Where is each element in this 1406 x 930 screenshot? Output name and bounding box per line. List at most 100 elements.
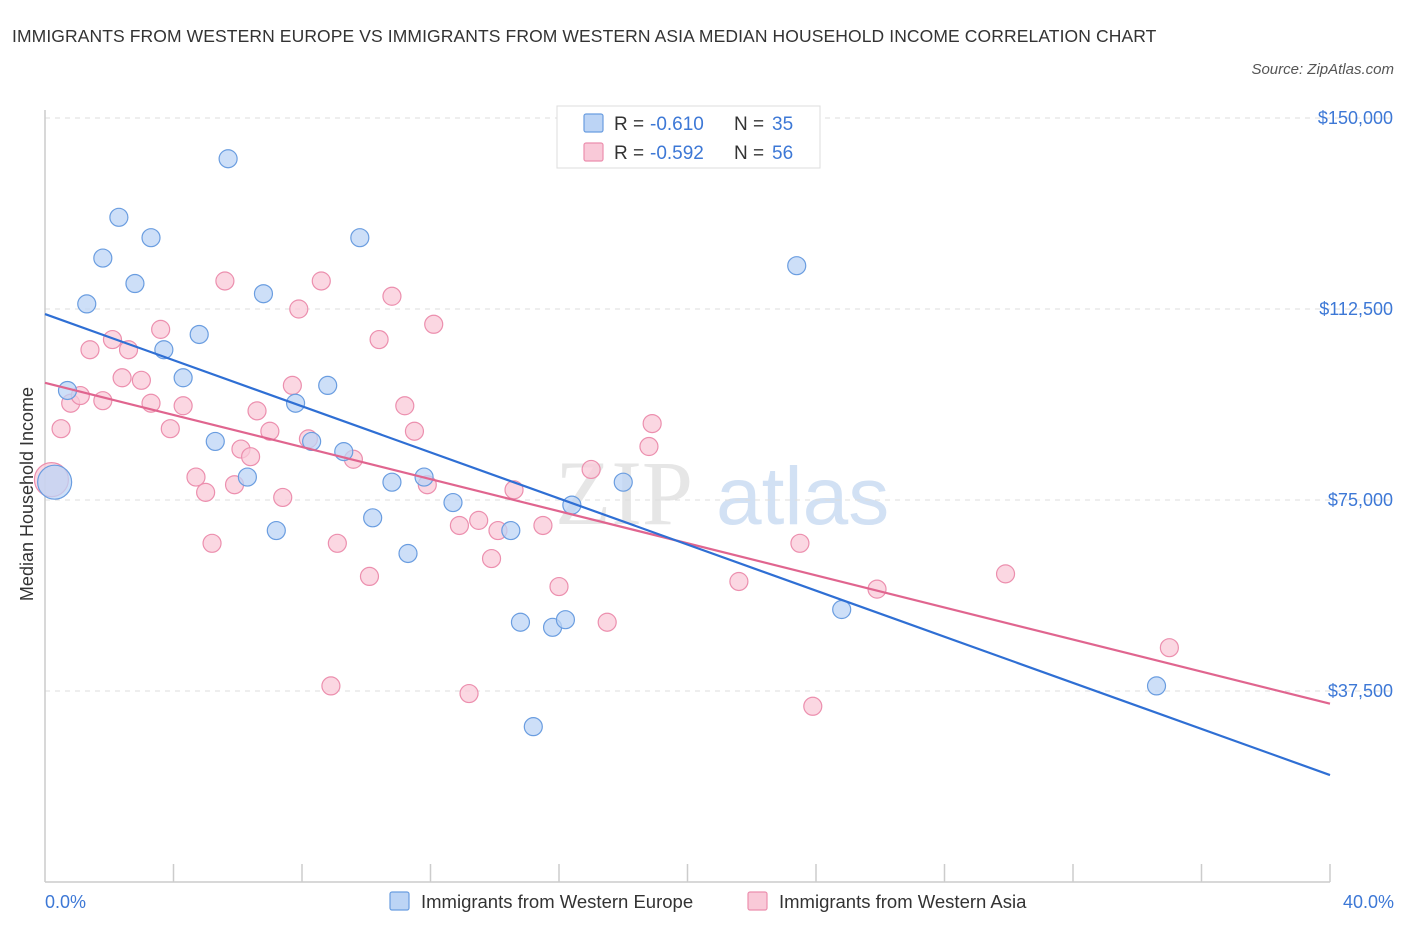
western-europe-point — [141, 228, 161, 248]
watermark: ZIP atlas — [555, 442, 889, 544]
watermark-zip: ZIP — [555, 442, 693, 544]
western-asia-point — [504, 480, 524, 500]
y-tick-label: $150,000 — [1318, 108, 1393, 128]
western-asia-point — [196, 482, 216, 502]
western-asia-point — [131, 370, 151, 390]
western-europe-point — [77, 294, 97, 314]
western-asia-point — [369, 329, 389, 350]
western-europe-point — [443, 492, 463, 513]
legend-r-value-1: -0.610 — [650, 114, 704, 135]
western-asia-point — [321, 676, 341, 696]
western-asia-point — [51, 419, 71, 439]
western-asia-point — [424, 314, 444, 334]
western-asia-point — [803, 696, 823, 716]
western-asia-point — [1159, 638, 1179, 658]
legend-r-value-2: -0.592 — [650, 143, 704, 164]
legend-swatch-blue — [583, 113, 604, 133]
western-asia-point — [112, 368, 132, 388]
y-tick-label: $37,500 — [1328, 681, 1393, 701]
correlation-legend: R = -0.610 N = 35 R = -0.592 N = 56 — [556, 105, 821, 169]
series-western-europe-points — [37, 149, 1167, 737]
western-asia-point — [186, 467, 206, 487]
western-europe-point — [501, 520, 521, 541]
western-asia-point — [160, 419, 180, 439]
western-asia-point — [151, 319, 171, 339]
legend-n-value-1: 35 — [772, 114, 793, 135]
legend-item-western-europe: Immigrants from Western Europe — [421, 891, 693, 912]
western-asia-point — [729, 571, 749, 592]
western-europe-point — [205, 431, 225, 452]
western-asia-point — [995, 564, 1016, 584]
legend-swatch-pink — [583, 142, 604, 162]
watermark-atlas: atlas — [716, 451, 889, 542]
western-europe-point — [613, 472, 633, 492]
western-europe-point — [523, 717, 543, 737]
western-europe-point — [93, 248, 113, 268]
western-europe-point — [382, 472, 402, 492]
gridlines — [45, 117, 1393, 692]
western-asia-point — [173, 396, 193, 416]
y-tick-labels: $37,500 $75,000 $112,500 $150,000 — [1318, 108, 1393, 701]
western-asia-point — [639, 436, 659, 457]
western-asia-point — [327, 533, 347, 553]
y-tick-label: $112,500 — [1319, 299, 1393, 319]
western-europe-point — [218, 149, 238, 169]
western-europe-point — [173, 368, 193, 388]
western-europe-point — [510, 612, 531, 632]
western-asia-point — [260, 421, 280, 441]
western-asia-point — [289, 299, 309, 319]
legend-n-value-2: 56 — [772, 143, 793, 164]
western-asia-trend-line — [44, 381, 1331, 705]
western-europe-point — [189, 324, 209, 345]
western-europe-point — [237, 467, 257, 487]
western-asia-point — [215, 271, 235, 291]
western-europe-point — [363, 508, 383, 528]
y-tick-label: $75,000 — [1328, 490, 1393, 510]
western-asia-point — [311, 271, 331, 291]
western-europe-point — [318, 375, 338, 395]
western-asia-point — [93, 391, 113, 411]
legend-n-label-1: N = — [734, 114, 764, 135]
western-asia-point — [359, 566, 380, 587]
western-europe-point — [266, 520, 286, 541]
western-asia-point — [241, 447, 261, 467]
western-asia-point — [597, 612, 617, 632]
western-asia-point — [549, 576, 569, 597]
legend-r-label-2: R = — [614, 143, 644, 164]
western-europe-point — [398, 543, 418, 564]
legend-item-western-asia-swatch — [747, 891, 768, 911]
legend-item-western-europe-swatch — [389, 891, 410, 911]
series-western-asia-points — [33, 271, 1179, 716]
western-asia-point — [247, 401, 267, 421]
western-europe-point — [253, 284, 274, 304]
western-europe-point — [109, 207, 129, 227]
western-asia-point — [395, 396, 415, 416]
western-asia-point — [404, 421, 425, 441]
western-asia-point — [481, 548, 502, 569]
western-asia-point — [449, 515, 470, 536]
western-asia-point — [273, 487, 293, 508]
western-europe-trend-line — [44, 313, 1331, 777]
western-asia-point — [469, 510, 489, 530]
x-tick-min: 0.0% — [45, 892, 86, 912]
western-asia-point — [80, 340, 100, 360]
legend-r-label-1: R = — [614, 114, 644, 135]
western-europe-point — [37, 464, 73, 500]
legend-n-label-2: N = — [734, 143, 764, 164]
western-asia-point — [581, 459, 601, 480]
western-asia-point — [459, 683, 479, 704]
x-axis-ticks — [172, 864, 1331, 882]
chart-title: IMMIGRANTS FROM WESTERN EUROPE VS IMMIGR… — [12, 26, 1157, 46]
western-asia-point — [642, 414, 662, 434]
western-europe-point — [350, 228, 370, 248]
western-europe-point — [125, 273, 145, 294]
western-asia-point — [202, 533, 222, 553]
western-asia-point — [533, 515, 553, 536]
y-axis-label: Median Household Income — [17, 387, 37, 601]
western-asia-point — [382, 286, 402, 306]
trend-lines — [44, 313, 1331, 777]
chart-source: Source: ZipAtlas.com — [1251, 61, 1394, 78]
western-asia-point — [102, 329, 123, 350]
series-legend: Immigrants from Western Europe Immigrant… — [389, 891, 1027, 912]
